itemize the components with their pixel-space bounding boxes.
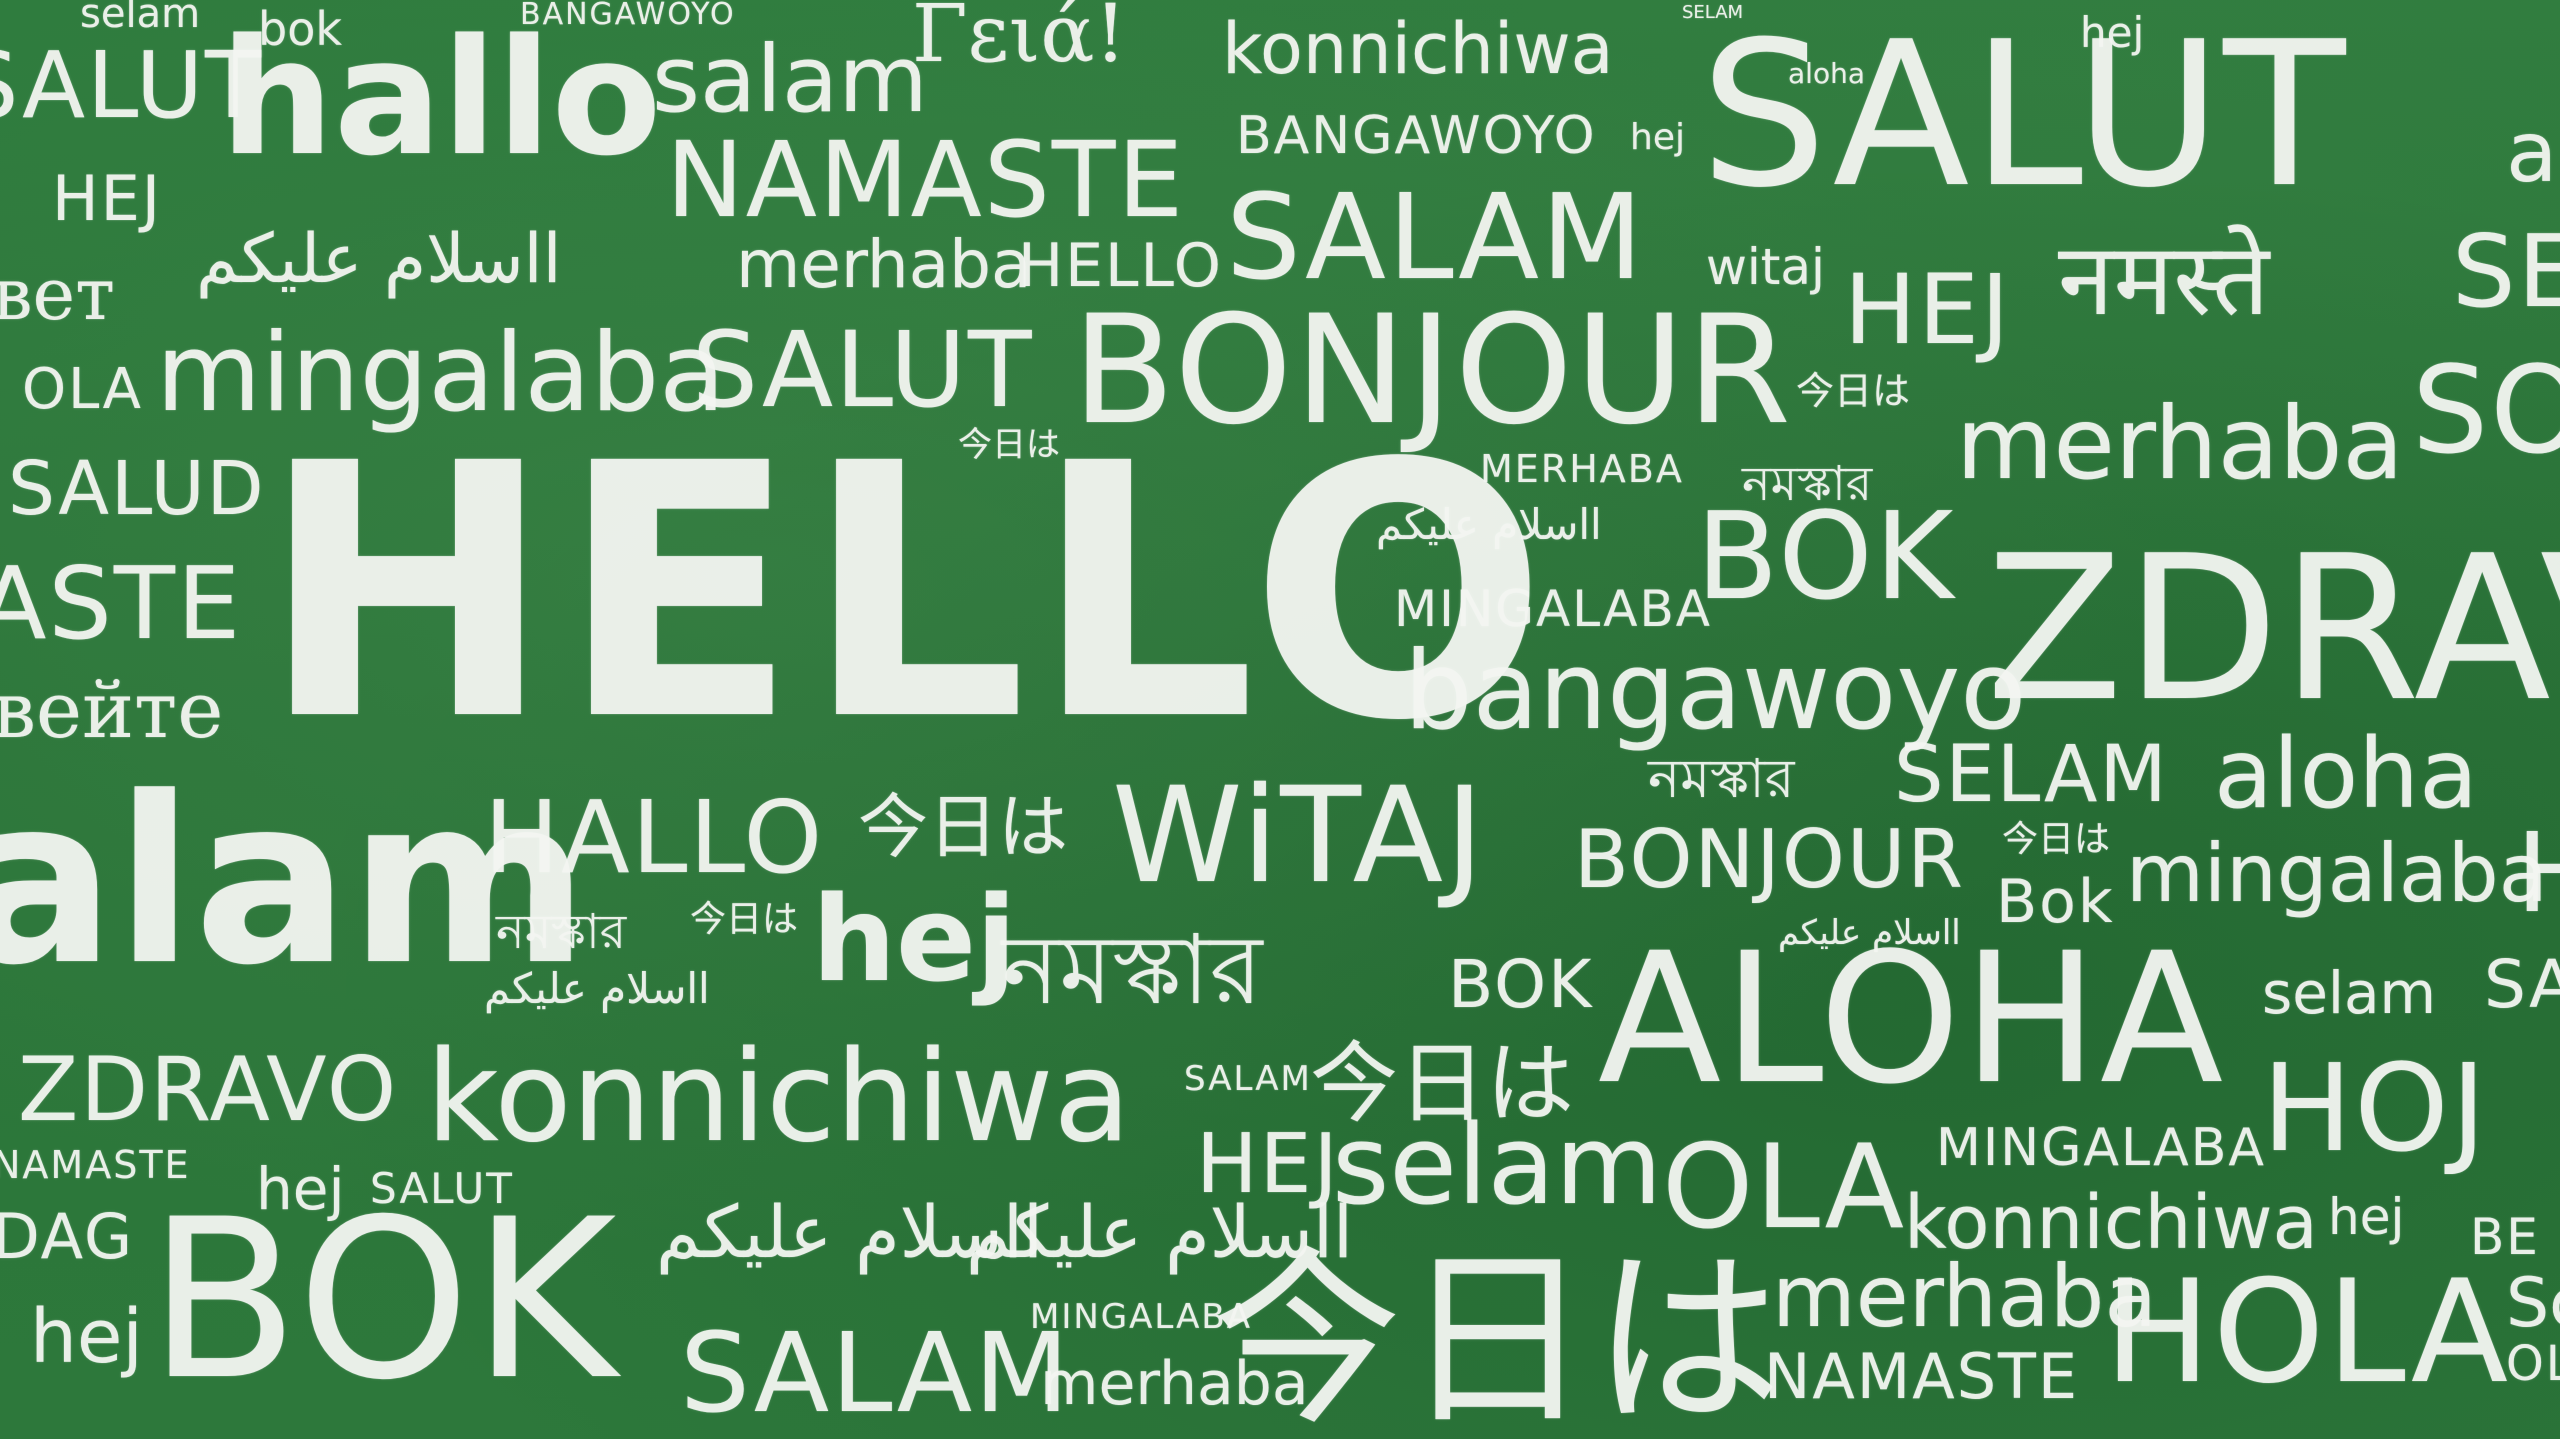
word-konnichiwa-row10: konnichiwa [1904, 1180, 2318, 1266]
word-konnichiwa-jp-6: 今日は [1310, 1032, 1575, 1135]
word-aloha-small: aloha [1788, 57, 1865, 90]
word-salut-row3: SALUT [692, 309, 1034, 431]
word-namaste-bottom: NAMASTE [1764, 1340, 2080, 1413]
word-so-edge: SO [2412, 342, 2560, 481]
word-mingalaba-caps-2: MINGALABA [1936, 1118, 2266, 1178]
word-bangawoyo-row1: BANGAWOYO [1236, 106, 1597, 166]
word-h-edge: H [2516, 809, 2560, 937]
word-salut-small: SALUT [370, 1164, 514, 1213]
word-selam-tiny: SELAM [1682, 2, 1744, 23]
word-bok-row8: BOK [1448, 946, 1594, 1023]
word-nomoskar-big: নমস্কার [1002, 914, 1263, 1026]
word-salut-huge: SALUT [1700, 0, 2348, 232]
word-witaj-caps: WiTAJ [1112, 759, 1486, 913]
word-namaste-fragment: ASTE [0, 545, 243, 662]
word-nomoskar-2: নমস্কার [1648, 747, 1795, 810]
word-salut-left: SALUT [0, 32, 264, 139]
word-mingalaba-caps: MINGALABA [1394, 580, 1712, 638]
word-namaste-devanagari: नमस्ते [2058, 221, 2270, 338]
word-hallo-caps: HALLO [484, 779, 825, 896]
word-hej-left: HEJ [52, 162, 163, 235]
word-nomoskar-3: নমস্কার [496, 904, 627, 960]
word-namaste-small-left: NAMASTE [0, 1143, 191, 1187]
word-assalam-arabic-3: ااسلام عليكم [484, 964, 710, 1013]
word-merhaba-row2: merhaba [736, 226, 1032, 303]
word-hej-caps-row2: HEJ [1844, 254, 2012, 366]
word-zdravstvuyte-fragment: вейте [0, 666, 224, 756]
word-aloha-huge: ALOHA [1598, 915, 2226, 1124]
word-assalam-arabic-1: ااسلام عليكم [196, 220, 562, 299]
word-konnichiwa-jp-2: 今日は [958, 425, 1060, 465]
word-merhaba-bottom: merhaba [1772, 1247, 2158, 1347]
word-bonjour-row7: BONJOUR [1574, 813, 1965, 906]
word-salam-caps-row2: SALAM [1226, 168, 1645, 306]
word-konnichiwa-jp-3: 今日は [858, 786, 1068, 868]
word-hallo-big: hallo [220, 4, 662, 191]
word-zdravo-right: ZDRAV [1986, 513, 2560, 746]
word-hej-row10: hej [256, 1155, 345, 1223]
word-namaste-row1: NAMASTE [666, 119, 1186, 241]
word-konnichiwa-jp-4: 今日は [2002, 819, 2111, 860]
word-konnichiwa-jp-small: 今日は [1796, 369, 1911, 413]
word-ola-row10: OLA [1662, 1120, 1906, 1255]
word-merhaba-row4: merhaba [1956, 385, 2404, 502]
word-bok-top: bok [258, 2, 342, 56]
word-witaj-small: witaj [1706, 238, 1825, 296]
word-hola-caps: HOLA [2104, 1250, 2511, 1415]
word-mingalaba-row3: mingalaba [156, 311, 726, 436]
word-bok-small: Bok [1996, 867, 2115, 937]
word-se-edge: SE [2452, 213, 2560, 330]
word-geia: Γειά! [912, 0, 1127, 80]
word-merhaba-caps: MERHABA [1480, 447, 1684, 491]
word-hej-right: hej [2328, 1188, 2405, 1246]
word-salam-caps-bottom: SALAM [680, 1309, 1072, 1437]
word-hello-row2: HELLO [1018, 231, 1223, 301]
word-privet-fragment: вет [0, 252, 115, 336]
word-salam-row1: salam [652, 26, 928, 133]
word-salam-huge-left: alam [0, 749, 589, 1016]
word-bangawoyo-top: BANGAWOYO [520, 0, 736, 32]
word-ola-left: OLA [22, 357, 143, 422]
word-konnichiwa-row9: konnichiwa [426, 1023, 1131, 1170]
word-hej-bottom-left: hej [30, 1294, 143, 1380]
word-bok-row5: BOK [1696, 488, 1956, 627]
word-selam-top: selam [80, 0, 201, 37]
word-selam-row10: selam [1332, 1101, 1663, 1229]
word-hej-topright: hej [2080, 8, 2145, 57]
word-be-edge: BE [2470, 1208, 2540, 1266]
word-assalam-arabic-4: ااسلام عليكم [1778, 913, 1961, 953]
word-bangawoyo-row6: bangawoyo [1404, 629, 2027, 754]
word-hej-small: hej [1630, 117, 1685, 158]
word-hoj-caps: HOJ [2262, 1040, 2489, 1179]
word-al-edge: al [2506, 103, 2560, 201]
word-assalam-arabic-2: ااسلام عليكم [1376, 500, 1602, 549]
word-hej-bold: hej [812, 870, 1017, 1008]
word-salud-left: SALUD [8, 446, 266, 532]
word-ol-edge: OL [2506, 1336, 2560, 1392]
word-nomoskar-1: নমস্কার [1742, 456, 1873, 512]
word-hello-huge: HELLO [260, 389, 1554, 797]
word-merhaba-bottom-small: merhaba [1040, 1349, 1309, 1419]
word-mingalaba-caps-3: MINGALABA [1030, 1297, 1252, 1337]
word-bonjour-row3: BONJOUR [1072, 284, 1793, 458]
word-konnichiwa-jp-5: 今日は [690, 899, 799, 940]
word-bok-huge: BOK [148, 1172, 619, 1428]
word-selam-row8: selam [2262, 959, 2437, 1027]
word-selam-caps-row7: SELAM [1894, 730, 2169, 820]
word-assalam-arabic-5: ااسلام عليكم [656, 1190, 1043, 1274]
word-assalam-arabic-6: ااسلام عليكم [966, 1190, 1353, 1274]
word-konnichiwa-jp-huge: 今日は [1212, 1230, 1783, 1439]
word-konnichiwa-top: konnichiwa [1222, 8, 1614, 90]
word-hej-caps-row10: HEJ [1196, 1117, 1340, 1212]
word-sal-edge: SAL [2484, 946, 2560, 1023]
word-dag-left: DAG [0, 1200, 135, 1273]
word-zdravo-left: ZDRAVO [18, 1038, 399, 1141]
word-salam-small: SALAM [1184, 1059, 1312, 1099]
word-sc-edge: Sc [2506, 1264, 2560, 1343]
word-aloha-row7: aloha [2214, 718, 2478, 830]
word-mingalaba-row7: mingalaba [2126, 827, 2548, 920]
